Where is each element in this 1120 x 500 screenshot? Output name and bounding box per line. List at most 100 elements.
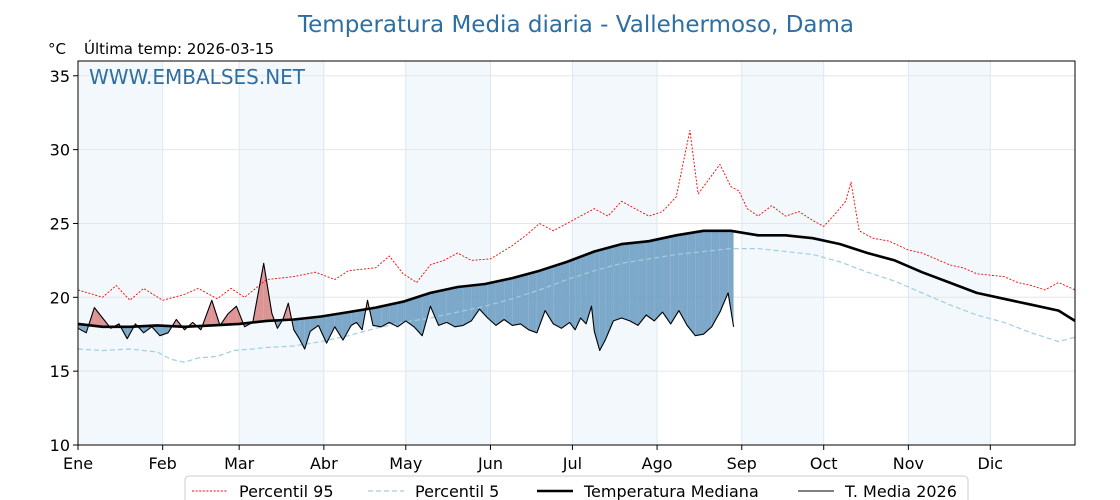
below-median-fill	[637, 241, 647, 326]
below-median-fill	[413, 295, 423, 336]
below-median-fill	[504, 278, 513, 326]
below-median-fill	[299, 318, 305, 349]
below-median-fill	[528, 271, 537, 333]
series-line-percentil-95	[77, 129, 1076, 301]
below-median-fill	[446, 287, 455, 327]
below-median-fill	[646, 240, 655, 321]
deviation-fills	[78, 230, 734, 351]
below-median-fill	[78, 323, 87, 333]
x-tick-label: Abr	[310, 454, 338, 473]
below-median-fill	[127, 326, 134, 339]
plot-background	[78, 61, 991, 445]
y-tick-label: 20	[50, 288, 70, 307]
x-tick-label: Feb	[149, 454, 177, 473]
shaded-month-band	[78, 61, 163, 445]
watermark: WWW.EMBALSES.NET	[89, 65, 306, 89]
below-median-fill	[536, 268, 546, 333]
below-median-fill	[594, 250, 600, 351]
below-median-fill	[422, 292, 431, 336]
x-tick-label: Jul	[562, 454, 582, 473]
below-median-fill	[430, 291, 439, 326]
x-tick-label: Ene	[63, 454, 93, 473]
legend: Percentil 95 Percentil 5 Temperatura Media…	[184, 475, 969, 500]
y-tick-label: 10	[50, 436, 70, 455]
below-median-fill	[304, 317, 311, 349]
x-tick-label: Jun	[477, 454, 503, 473]
legend-label: Percentil 95	[239, 482, 334, 500]
below-median-fill	[695, 230, 704, 336]
below-median-fill	[687, 232, 696, 336]
plot-frame	[77, 60, 1076, 446]
shaded-month-band	[239, 61, 324, 445]
chart-title: Temperatura Media diaria - Vallehermoso,…	[297, 12, 854, 38]
y-tick-label: 15	[50, 362, 70, 381]
below-median-fill	[487, 281, 496, 326]
below-median-fill	[520, 273, 529, 330]
below-median-fill	[662, 236, 671, 324]
below-median-fill	[334, 312, 343, 341]
below-median-fill	[397, 300, 406, 327]
below-median-fill	[703, 230, 712, 335]
below-median-fill	[293, 318, 300, 339]
below-median-fill	[561, 260, 570, 329]
below-median-fill	[678, 233, 688, 326]
y-tick-label: 25	[50, 214, 70, 233]
below-median-fill	[373, 306, 382, 327]
legend-box	[184, 475, 969, 500]
below-median-fill	[654, 238, 663, 321]
below-median-fill	[381, 304, 390, 327]
x-tick-label: Ago	[642, 454, 673, 473]
below-median-fill	[580, 254, 587, 324]
y-tick-label: 30	[50, 141, 70, 160]
y-tick-label: 35	[50, 67, 70, 86]
x-tick-label: Sep	[727, 454, 757, 473]
x-tick-label: Nov	[893, 454, 924, 473]
shaded-month-band	[741, 61, 824, 445]
below-median-fill	[629, 242, 638, 326]
y-axis: 10 15 20 25 30 35	[50, 67, 78, 455]
below-median-fill	[670, 234, 679, 324]
below-median-fill	[711, 230, 720, 327]
x-tick-label: Mar	[224, 454, 255, 473]
series-line-t-media-2026	[77, 262, 735, 352]
x-tick-label: May	[389, 454, 422, 473]
below-median-fill	[326, 314, 335, 344]
series-lines	[77, 129, 1076, 363]
below-median-fill	[454, 286, 464, 327]
above-median-fill	[94, 307, 103, 327]
x-tick-label: Oct	[810, 454, 838, 473]
below-median-fill	[463, 285, 472, 326]
x-tick-label: Dic	[978, 454, 1004, 473]
x-axis: Ene Feb Mar Abr May Jun Jul Ago Sep Oct Nov Dic	[63, 445, 1003, 473]
last-temp-label: Última temp: 2026-03-15	[84, 39, 274, 58]
legend-label: Temperatura Mediana	[583, 482, 759, 500]
below-median-fill	[569, 258, 576, 330]
below-median-fill	[318, 315, 327, 344]
below-median-fill	[599, 248, 606, 351]
legend-label: Percentil 5	[415, 482, 499, 500]
series-line-percentil-5	[77, 248, 1076, 363]
unit-label: °C	[48, 40, 66, 58]
below-median-fill	[605, 246, 614, 341]
shaded-month-band	[405, 61, 491, 445]
below-median-fill	[389, 302, 398, 327]
below-median-fill	[495, 279, 505, 326]
below-median-fill	[512, 275, 521, 326]
below-median-fill	[719, 230, 729, 313]
above-median-fill	[228, 306, 237, 325]
below-median-fill	[405, 298, 414, 327]
below-median-fill	[310, 316, 319, 332]
below-median-fill	[351, 310, 357, 326]
below-median-fill	[342, 311, 352, 341]
below-median-fill	[586, 252, 592, 324]
below-median-fill	[479, 283, 488, 318]
below-median-fill	[728, 230, 734, 327]
below-median-fill	[553, 263, 562, 329]
below-median-fill	[438, 289, 447, 326]
below-median-fill	[613, 244, 622, 321]
legend-label: T. Media 2026	[844, 482, 957, 500]
below-median-fill	[545, 266, 554, 324]
below-median-fill	[621, 243, 630, 321]
below-median-fill	[356, 309, 363, 330]
